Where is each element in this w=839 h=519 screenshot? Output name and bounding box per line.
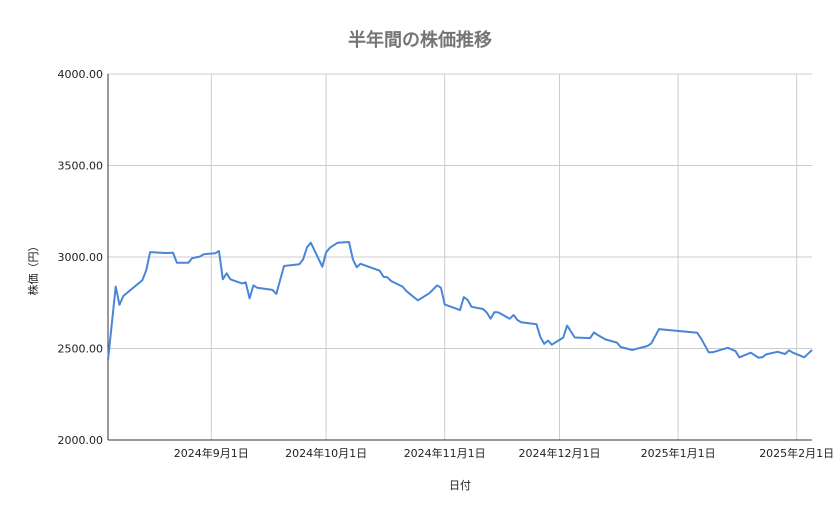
x-axis-ticks: 2024年9月1日 2024年10月1日 2024年11月1日 2024年12月1日 2…	[174, 446, 834, 460]
y-tick-label: 4000.00	[58, 68, 104, 81]
y-tick-label: 3000.00	[58, 251, 104, 264]
x-tick-label: 2024年12月1日	[518, 446, 600, 460]
gridlines	[108, 73, 812, 440]
y-tick-label: 2000.00	[58, 434, 104, 447]
x-axis-label: 日付	[449, 479, 471, 492]
y-axis-label: 株価（円）	[26, 241, 40, 296]
series-line	[107, 241, 813, 361]
x-tick-label: 2025年1月1日	[641, 446, 716, 460]
y-axis-ticks: 2000.00 2500.00 3000.00 3500.00 4000.00	[58, 68, 104, 447]
x-tick-label: 2025年2月1日	[759, 446, 834, 460]
y-tick-label: 2500.00	[58, 343, 104, 356]
x-tick-label: 2024年9月1日	[174, 446, 249, 460]
x-tick-label: 2024年10月1日	[285, 446, 367, 460]
y-tick-label: 3500.00	[58, 160, 104, 173]
x-tick-label: 2024年11月1日	[404, 446, 486, 460]
chart-title: 半年間の株価推移	[348, 29, 492, 51]
